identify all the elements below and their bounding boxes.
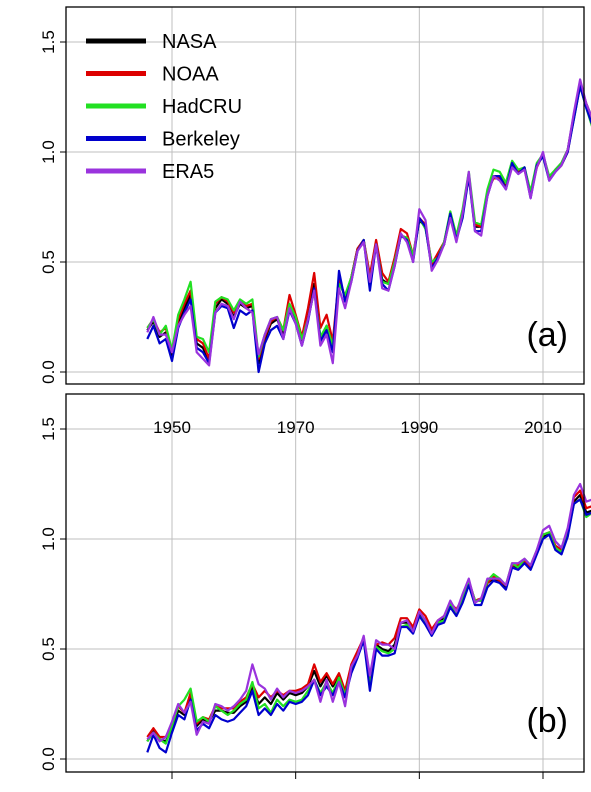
legend: NASA NOAA HadCRU Berkeley ERA5 [86,31,242,183]
grid-b [66,394,584,772]
year-label: 1970 [277,418,315,437]
series-line-nasa [146,493,591,743]
series-lines-b [146,482,591,754]
panel-b: 0.0 0.5 1.0 1.5 1950 1970 1990 2010 (b) [39,393,591,779]
y-axis-a: 0.0 0.5 1.0 1.5 [39,30,66,384]
year-labels-b: 1950 1970 1990 2010 [153,418,562,437]
y-tick-label: 1.0 [39,140,58,164]
year-label: 1950 [153,418,191,437]
y-tick-label: 0.0 [39,360,58,384]
y-tick-label: 0.5 [39,250,58,274]
y-tick-label: 1.5 [39,417,58,441]
series-line-berkeley [146,498,591,754]
year-label: 1990 [400,418,438,437]
x-axis-ticks-b [171,772,544,779]
series-lines-a [146,78,591,374]
legend-label-berkeley: Berkeley [162,129,240,151]
panel-label-a: (a) [526,316,568,354]
y-axis-b: 0.0 0.5 1.0 1.5 [39,417,66,771]
y-tick-label: 1.0 [39,527,58,551]
legend-label-hadcru: HadCRU [162,96,242,118]
series-line-hadcru [146,498,591,745]
series-line-era5 [146,482,591,743]
panel-a: 0.00.51.01.5 NASANOAAHadCRUBerkeleyERA5 … [39,6,591,385]
plot-frame-a [65,6,585,385]
series-line-hadcru [146,84,591,358]
y-tick-label: 0.5 [39,637,58,661]
legend-label-nasa: NASA [162,31,217,53]
legend-label-era5: ERA5 [162,161,214,183]
year-label: 2010 [524,418,562,437]
plot-frame-b [65,393,585,773]
y-tick-label: 0.0 [39,747,58,771]
series-line-era5 [146,78,591,367]
panel-label-b: (b) [526,702,568,740]
y-tick-label: 1.5 [39,30,58,54]
grid-a [66,7,584,384]
legend-label-noaa: NOAA [162,64,219,86]
